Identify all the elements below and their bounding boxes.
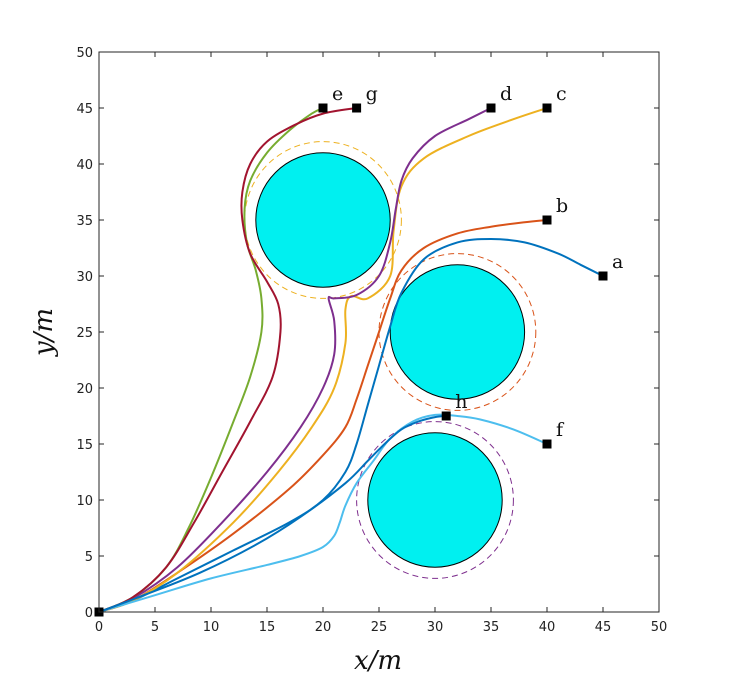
target-label-f: f <box>556 419 565 441</box>
target-marker-d <box>486 103 496 113</box>
x-tick-label: 0 <box>95 620 103 635</box>
x-tick-label: 50 <box>651 620 668 635</box>
obstacle-lower <box>367 432 503 568</box>
x-tick-label: 5 <box>151 620 159 635</box>
y-tick-label: 10 <box>76 494 93 509</box>
trajectory-b <box>98 219 548 613</box>
target-marker-f <box>542 439 552 449</box>
trajectory-g <box>98 107 358 613</box>
x-tick-label: 15 <box>259 620 276 635</box>
obstacles-layer <box>244 141 537 579</box>
obstacle-upper <box>255 152 391 288</box>
x-tick-label: 20 <box>315 620 332 635</box>
y-tick-label: 35 <box>76 214 93 229</box>
target-marker-b <box>542 215 552 225</box>
y-axis-title: y/m <box>29 308 59 357</box>
target-label-d: d <box>500 83 512 105</box>
trajectory-f <box>98 413 548 613</box>
x-tick-label: 45 <box>595 620 612 635</box>
x-axis-title: x/m <box>354 646 402 676</box>
x-tick-label: 30 <box>427 620 444 635</box>
y-tick-label: 45 <box>76 102 93 117</box>
y-tick-label: 50 <box>76 46 93 61</box>
trajectory-h <box>98 415 448 613</box>
x-tick-label: 40 <box>539 620 556 635</box>
y-tick-label: 40 <box>76 158 93 173</box>
y-tick-label: 25 <box>76 326 93 341</box>
obstacle-middle <box>389 264 526 400</box>
y-tick-label: 20 <box>76 382 93 397</box>
y-tick-label: 30 <box>76 270 93 285</box>
target-marker-e <box>318 103 328 113</box>
target-label-h: h <box>455 391 467 413</box>
y-tick-label: 15 <box>76 438 93 453</box>
target-label-b: b <box>556 195 568 217</box>
target-marker-c <box>542 103 552 113</box>
target-marker-g <box>352 103 362 113</box>
y-tick-label: 5 <box>85 550 93 565</box>
target-label-g: g <box>366 83 378 105</box>
target-marker-h <box>441 411 451 421</box>
trajectory-c <box>98 107 548 613</box>
x-tick-label: 10 <box>203 620 220 635</box>
axes-layer: 0 5 10 15 20 25 30 35 40 45 50 0 5 10 15 20 25 30 35 40 45 50 <box>76 46 667 635</box>
trajectory-d <box>98 107 492 613</box>
target-label-a: a <box>612 251 623 273</box>
y-tick-label: 0 <box>85 606 93 621</box>
trajectory-a <box>98 238 604 613</box>
x-tick-label: 35 <box>483 620 500 635</box>
series-layer <box>98 107 604 613</box>
target-label-c: c <box>556 83 567 105</box>
target-label-e: e <box>332 83 343 105</box>
x-tick-label: 25 <box>371 620 388 635</box>
target-marker-a <box>598 271 608 281</box>
obstacle-lower-safety-ring <box>356 421 514 579</box>
trajectory-e <box>98 107 324 613</box>
